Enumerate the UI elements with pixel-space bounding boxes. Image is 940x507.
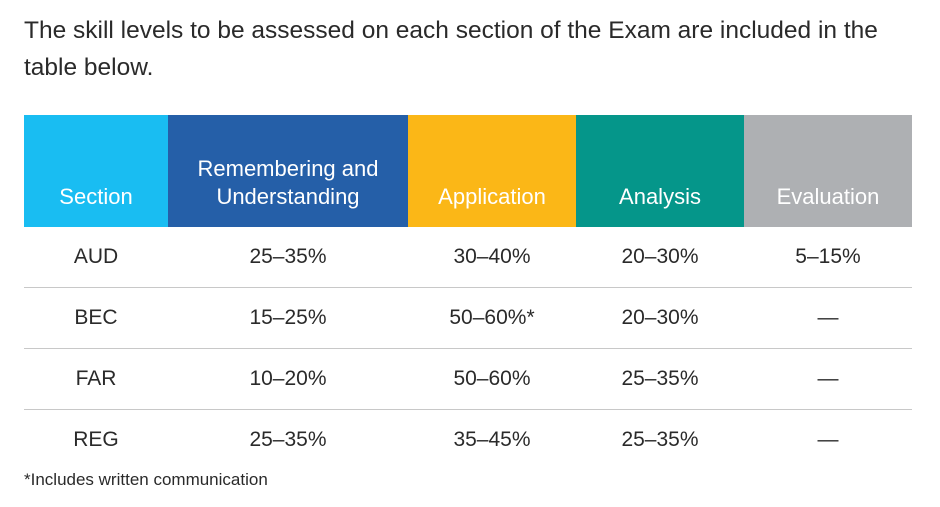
table-row: AUD 25–35% 30–40% 20–30% 5–15% [24, 227, 912, 288]
cell-section: BEC [24, 287, 168, 349]
cell-analysis: 20–30% [576, 227, 744, 288]
cell-analysis: 25–35% [576, 348, 744, 410]
cell-evaluation: — [744, 348, 912, 410]
cell-evaluation: — [817, 428, 839, 451]
skill-levels-table: Section Remembering and Understanding Ap… [24, 115, 912, 470]
footnote: *Includes written communication [24, 470, 268, 489]
cell-section: AUD [24, 227, 168, 288]
cell-remembering-understanding: 25–35% [249, 428, 327, 451]
cell-analysis: 20–30% [576, 287, 744, 349]
cell-analysis: 25–35% [621, 428, 699, 451]
cell-application: 30–40% [408, 227, 576, 288]
table-row: FAR 10–20% 50–60% 25–35% — [24, 348, 912, 410]
header-application: Application [408, 115, 576, 227]
header-evaluation: Evaluation [744, 115, 912, 227]
header-section: Section [24, 115, 168, 227]
header-analysis: Analysis [576, 115, 744, 227]
table-header-row: Section Remembering and Understanding Ap… [24, 115, 912, 227]
cell-application: 35–45% [453, 428, 531, 451]
intro-paragraph: The skill levels to be assessed on each … [24, 17, 878, 81]
header-remembering-understanding: Remembering and Understanding [168, 115, 408, 227]
cell-application: 50–60%* [408, 287, 576, 349]
cell-evaluation: 5–15% [744, 227, 912, 288]
table-row: BEC 15–25% 50–60%* 20–30% — [24, 287, 912, 349]
cell-evaluation: — [744, 287, 912, 349]
cell-application: 50–60% [408, 348, 576, 410]
table-row: REG 25–35% 35–45% 25–35% — [24, 410, 912, 471]
cell-remembering-understanding: 25–35% [168, 227, 408, 288]
cell-section: REG [73, 428, 119, 451]
cell-remembering-understanding: 10–20% [168, 348, 408, 410]
cell-remembering-understanding: 15–25% [168, 287, 408, 349]
cell-section: FAR [24, 348, 168, 410]
